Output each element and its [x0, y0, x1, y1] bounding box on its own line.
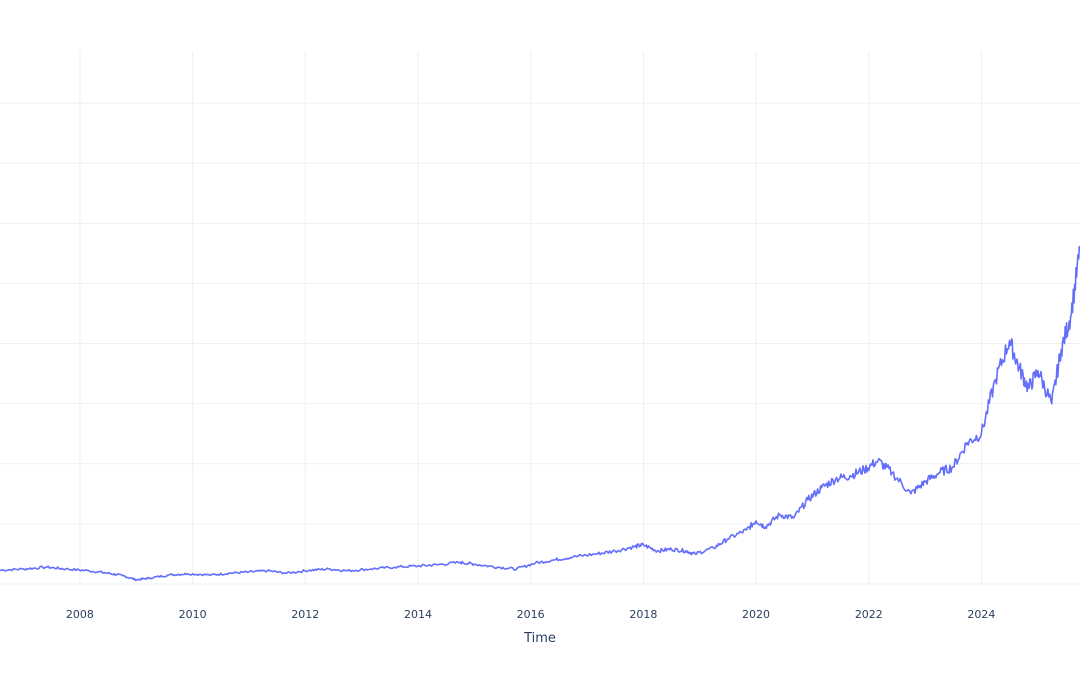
x-tick-label: 2012	[291, 608, 319, 621]
x-tick-label: 2010	[179, 608, 207, 621]
x-tick-label: 2024	[967, 608, 995, 621]
y-gridlines	[0, 102, 1080, 525]
x-tick-label: 2008	[66, 608, 94, 621]
x-tick-label: 2018	[629, 608, 657, 621]
x-tick-label: 2022	[855, 608, 883, 621]
x-tick-label: 2016	[517, 608, 545, 621]
x-tick-label: 2020	[742, 608, 770, 621]
x-axis-title: Time	[523, 631, 556, 646]
x-tick-labels: 2008 2010 2012 2014 2016 2018 2020 2022 2024	[66, 608, 996, 621]
x-tick-label: 2014	[404, 608, 432, 621]
price-series-line	[0, 245, 1080, 582]
x-gridlines	[79, 51, 982, 584]
